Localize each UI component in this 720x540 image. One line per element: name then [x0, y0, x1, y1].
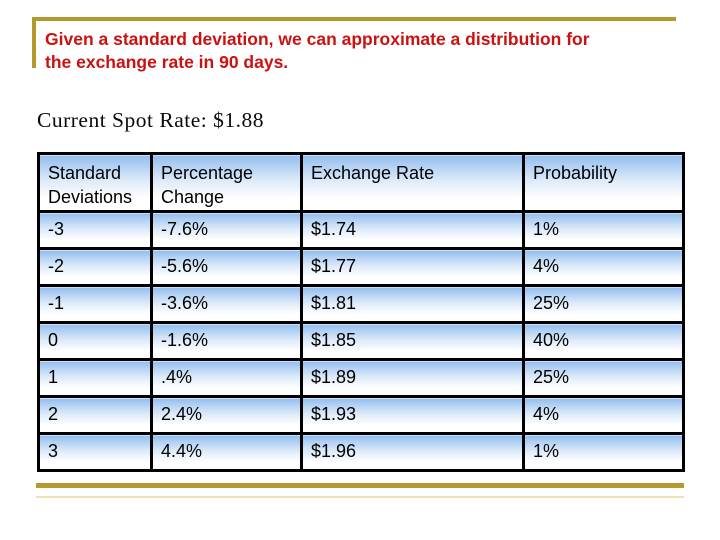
distribution-table: Standard Deviations Percentage Change Ex… — [37, 152, 685, 472]
table-cell: 1% — [522, 432, 685, 472]
table-cell: 2.4% — [150, 395, 303, 435]
table-row: 2 2.4% $1.93 4% — [37, 395, 685, 435]
table-cell: -2 — [37, 247, 153, 287]
table-cell: 1 — [37, 358, 153, 398]
title-accent-line-top — [32, 17, 676, 21]
column-header-probability: Probability — [522, 152, 685, 213]
table-cell: $1.81 — [300, 284, 525, 324]
table-cell: $1.85 — [300, 321, 525, 361]
table-row: -3 -7.6% $1.74 1% — [37, 210, 685, 250]
table-cell: 4.4% — [150, 432, 303, 472]
table-cell: $1.96 — [300, 432, 525, 472]
column-header-standard-deviations: Standard Deviations — [37, 152, 153, 213]
spot-rate-text: Current Spot Rate: $1.88 — [37, 108, 264, 132]
table-row: 3 4.4% $1.96 1% — [37, 432, 685, 472]
table-row: -1 -3.6% $1.81 25% — [37, 284, 685, 324]
table-cell: -1.6% — [150, 321, 303, 361]
table-cell: 25% — [522, 358, 685, 398]
table-cell: .4% — [150, 358, 303, 398]
table-cell: 2 — [37, 395, 153, 435]
table-cell: 25% — [522, 284, 685, 324]
footer-accent-line — [36, 483, 684, 488]
table-cell: 3 — [37, 432, 153, 472]
footer-accent-line-pale — [36, 496, 684, 498]
table-cell: 4% — [522, 395, 685, 435]
column-header-percentage-change: Percentage Change — [150, 152, 303, 213]
table-cell: -7.6% — [150, 210, 303, 250]
table-cell: -3 — [37, 210, 153, 250]
table-header-row: Standard Deviations Percentage Change Ex… — [37, 152, 685, 213]
title-accent-line-left — [32, 17, 36, 68]
table-cell: $1.77 — [300, 247, 525, 287]
column-header-exchange-rate: Exchange Rate — [300, 152, 525, 213]
table-cell: $1.74 — [300, 210, 525, 250]
table-cell: -5.6% — [150, 247, 303, 287]
table-cell: 4% — [522, 247, 685, 287]
table-cell: -3.6% — [150, 284, 303, 324]
table-cell: 40% — [522, 321, 685, 361]
table-cell: 1% — [522, 210, 685, 250]
table-cell: -1 — [37, 284, 153, 324]
table-row: 1 .4% $1.89 25% — [37, 358, 685, 398]
table-row: -2 -5.6% $1.77 4% — [37, 247, 685, 287]
slide-title: Given a standard deviation, we can appro… — [45, 28, 705, 74]
table-cell: 0 — [37, 321, 153, 361]
table-cell: $1.89 — [300, 358, 525, 398]
slide-title-line2: the exchange rate in 90 days. — [45, 52, 289, 72]
table-cell: $1.93 — [300, 395, 525, 435]
slide-title-line1: Given a standard deviation, we can appro… — [45, 29, 590, 49]
table-row: 0 -1.6% $1.85 40% — [37, 321, 685, 361]
